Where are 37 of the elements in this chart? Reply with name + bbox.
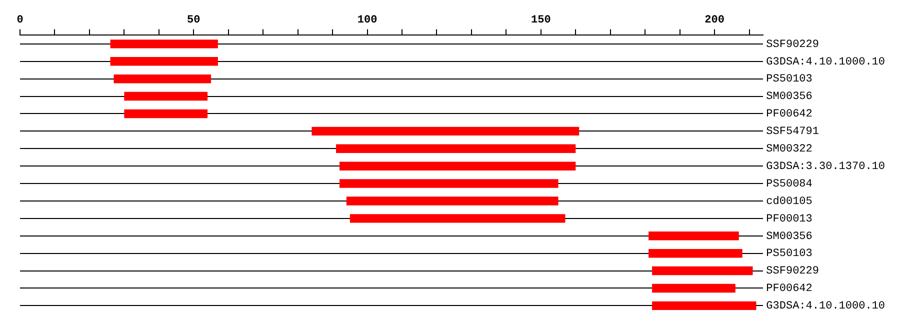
x-tick-label: 150 [531,14,551,26]
bar [340,179,558,188]
y-tick-label: SSF90229 [766,38,819,51]
bar [652,301,756,310]
y-tick-label: PS50084 [766,178,813,190]
bar [124,92,208,101]
bar [336,144,576,153]
y-tick-label: SM00356 [766,230,812,243]
bar [312,126,580,136]
y-tick-label: G3DSA:4.10.1000.10 [766,300,886,313]
x-tick-label: 200 [704,14,724,26]
bar [110,40,218,48]
x-tick-label: 0 [16,14,24,26]
y-tick-label: PS50103 [766,74,812,86]
y-tick-label: SSF90229 [766,266,819,278]
y-tick-label: PS50103 [766,248,812,260]
y-tick-label: SSF54791 [766,126,820,138]
bar [652,266,753,276]
bar [346,196,558,206]
y-tick-label: SM00322 [766,144,812,156]
bar [110,57,218,66]
bar [652,284,736,293]
y-tick-label: PF00642 [766,283,812,296]
bar [648,248,742,258]
bar [124,109,208,118]
y-tick-label: PF00013 [766,213,812,226]
y-tick-label: SM00356 [766,91,812,104]
y-tick-label: PF00642 [766,108,812,121]
y-tick-label: G3DSA:3.30.1370.10 [766,160,886,173]
bar [114,74,212,84]
bar [350,214,566,223]
y-tick-label: G3DSA:4.10.1000.10 [766,56,886,68]
bar [648,232,739,240]
y-tick-label: cd00105 [766,196,812,208]
x-tick-label: 50 [187,14,200,26]
x-tick-label: 100 [357,14,378,26]
bar [340,162,576,170]
